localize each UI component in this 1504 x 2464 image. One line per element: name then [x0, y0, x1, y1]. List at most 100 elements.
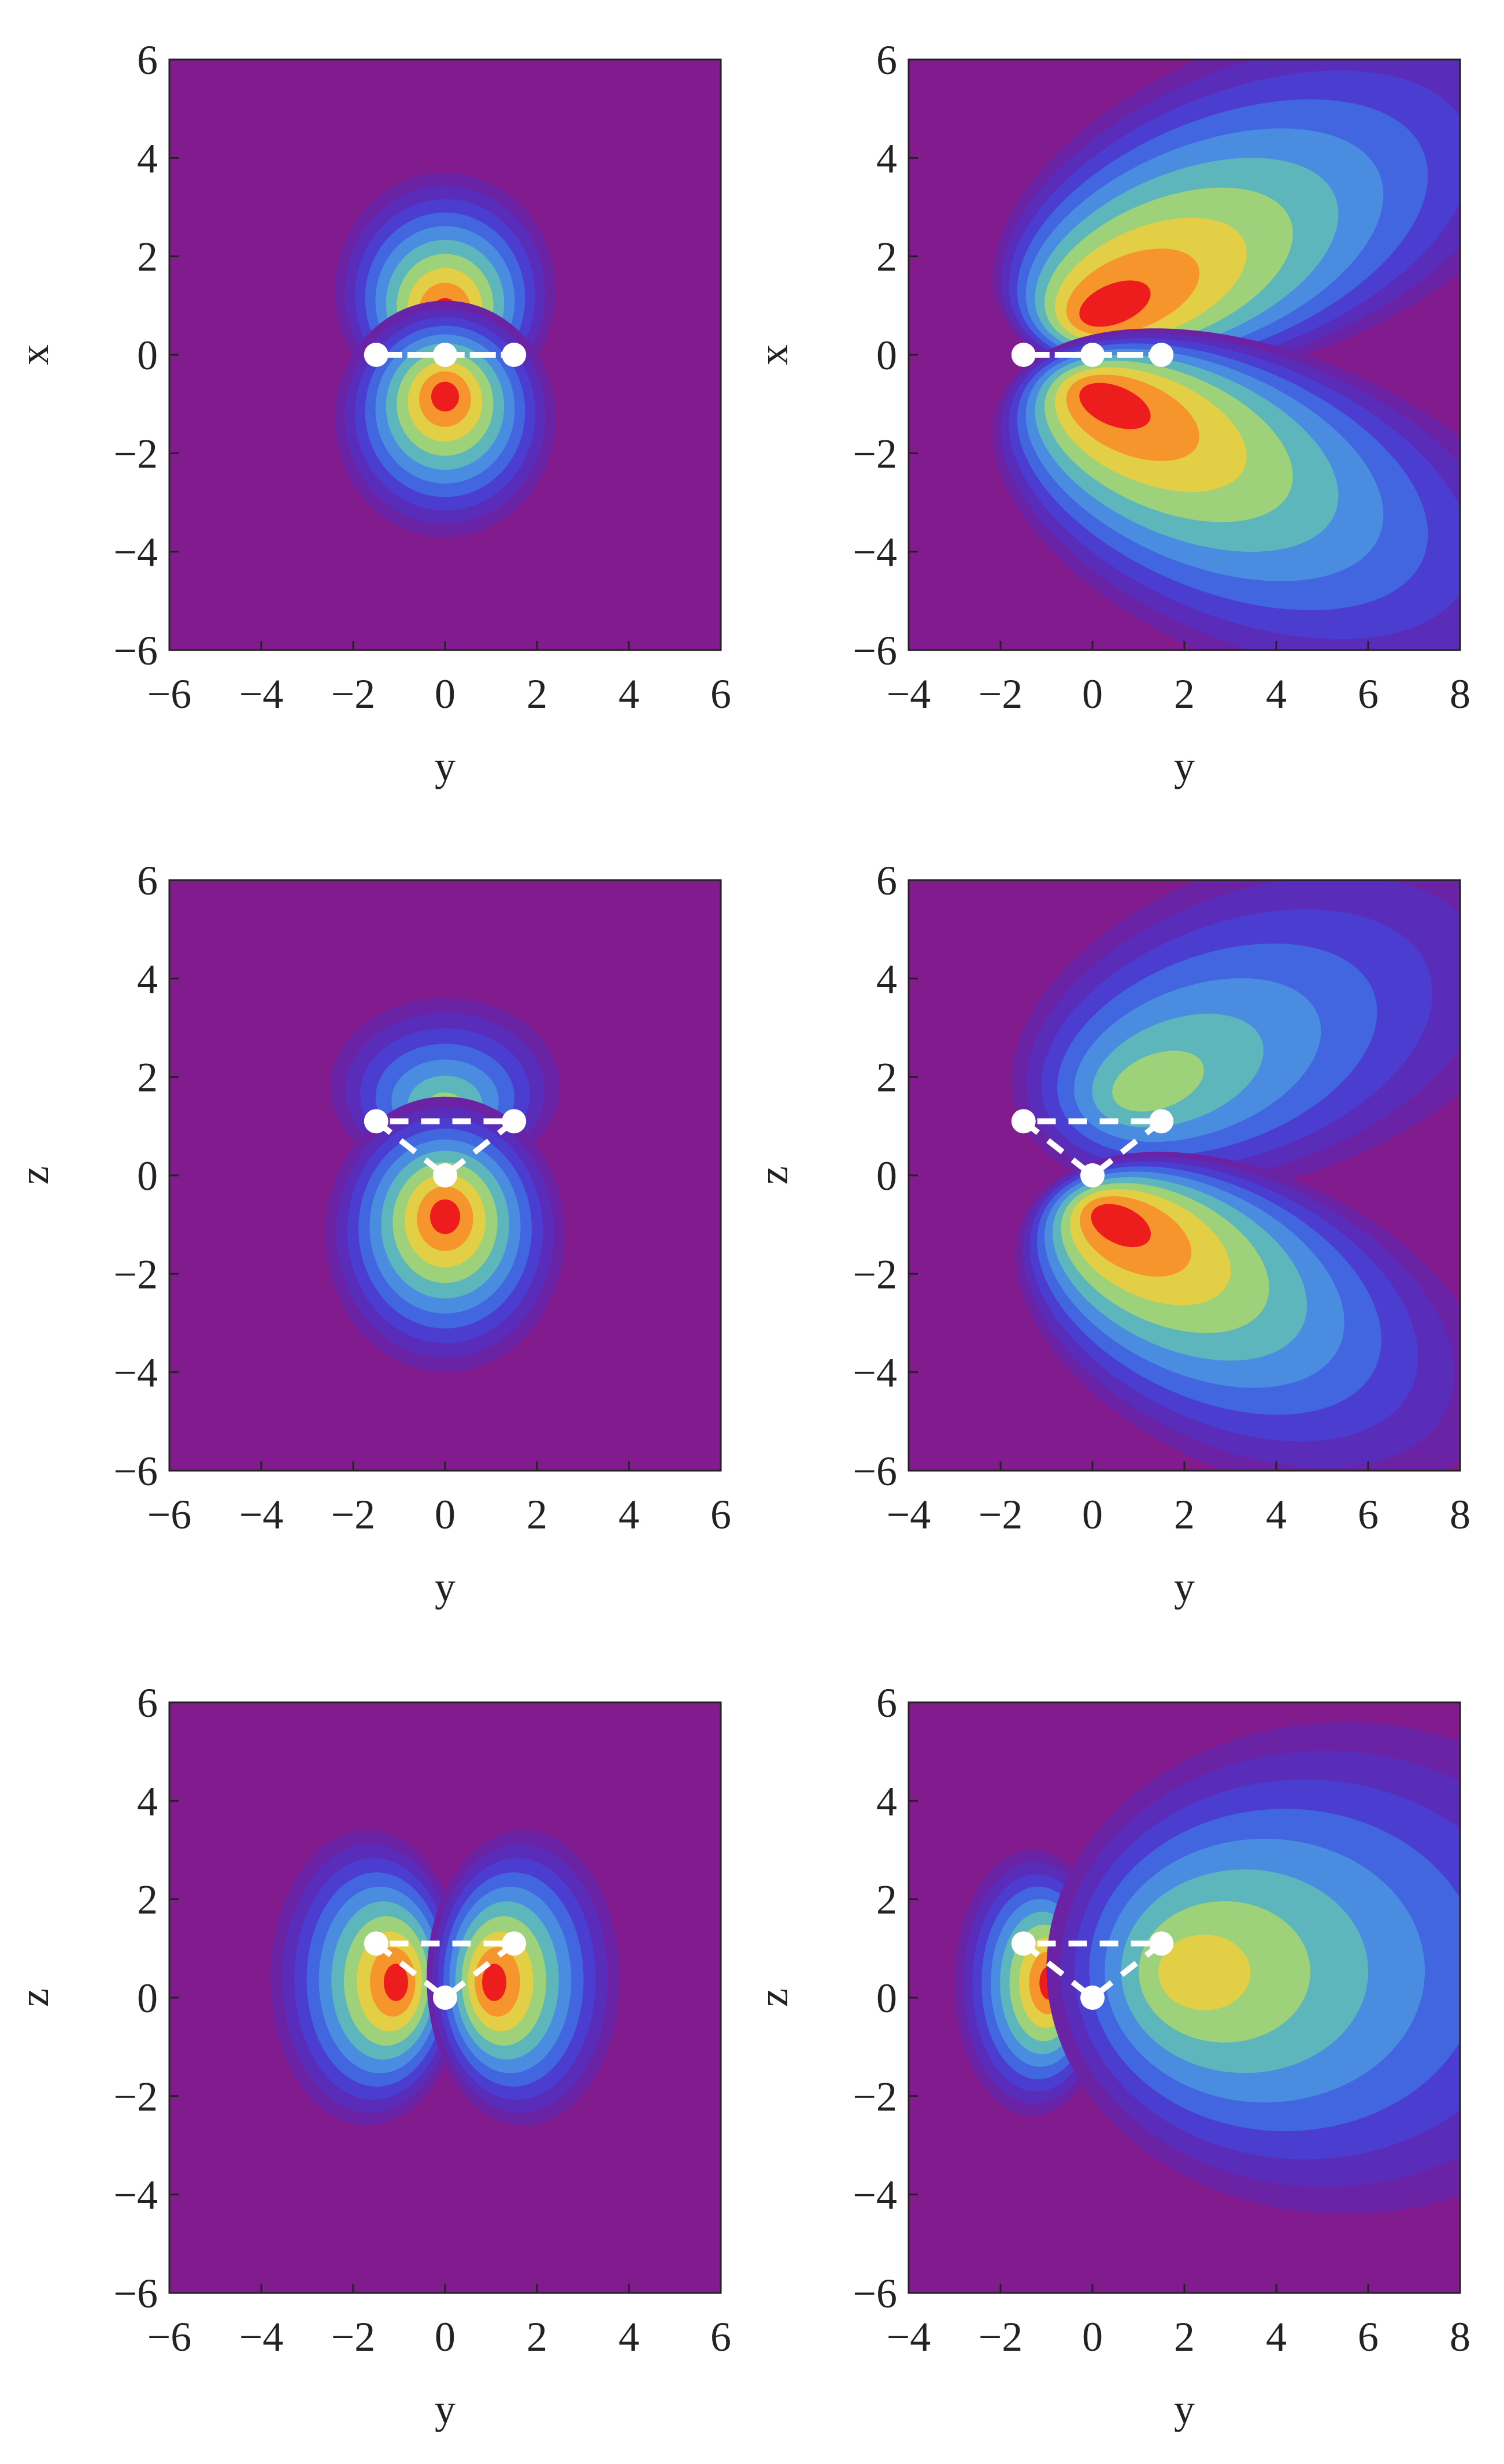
y-tick-label: −2	[853, 1251, 897, 1297]
panel: −6 −4 −2 0 2 4 6 −6 −4 −2 0 2 4 6 y z	[11, 1680, 731, 2432]
atom-marker	[1011, 343, 1036, 367]
x-tick-label: 2	[1174, 671, 1195, 717]
y-tick-label: −2	[113, 1251, 158, 1297]
x-axis-label: y	[1174, 2386, 1195, 2432]
x-tick-label: 4	[618, 671, 639, 717]
x-tick-label: −4	[887, 671, 931, 717]
atom-marker	[433, 1163, 457, 1188]
atom-marker	[1149, 1931, 1174, 1956]
contour-plot	[909, 880, 1460, 1471]
panel: −6 −4 −2 0 2 4 6 −6 −4 −2 0 2 4 6 y z	[11, 858, 731, 1610]
y-tick-label: −2	[113, 431, 158, 477]
y-tick-label: −4	[853, 2172, 897, 2218]
y-tick-label: 0	[876, 1975, 897, 2021]
x-tick-label: 2	[1174, 1491, 1195, 1538]
y-tick-label: 2	[876, 1055, 897, 1101]
x-tick-label: −2	[331, 1491, 376, 1538]
x-tick-label: 4	[618, 1491, 639, 1538]
y-tick-label: 4	[876, 135, 897, 181]
x-tick-label: 4	[1266, 671, 1287, 717]
x-axis-label: y	[435, 743, 455, 789]
x-tick-label: −2	[979, 2314, 1023, 2360]
x-axis-label: y	[435, 2386, 455, 2432]
y-tick-label: 4	[137, 135, 158, 181]
y-tick-label: −6	[113, 1448, 158, 1494]
y-tick-label: 2	[137, 234, 158, 280]
y-tick-label: 0	[137, 332, 158, 378]
y-tick-label: −6	[853, 2270, 897, 2317]
x-tick-label: −2	[979, 671, 1023, 717]
contour-level	[1079, 383, 1151, 429]
y-tick-label: −2	[113, 2073, 158, 2120]
atom-marker	[1149, 1109, 1174, 1134]
y-axis-label: z	[750, 1988, 797, 2007]
y-tick-label: 4	[137, 956, 158, 1002]
y-tick-label: −4	[113, 529, 158, 576]
y-tick-label: 4	[137, 1778, 158, 1824]
y-tick-label: 6	[137, 37, 158, 83]
x-axis-label: y	[435, 1564, 455, 1610]
contour-level	[1091, 1204, 1151, 1248]
atom-marker	[1011, 1109, 1036, 1134]
x-tick-label: −4	[887, 2314, 931, 2360]
y-tick-label: 2	[137, 1055, 158, 1101]
y-tick-label: 0	[876, 1153, 897, 1199]
x-tick-label: 0	[1082, 671, 1103, 717]
contour-plot	[909, 1702, 1460, 2293]
y-tick-label: 6	[876, 1680, 897, 1726]
y-tick-label: −6	[113, 628, 158, 674]
x-axis-label: y	[1174, 1564, 1195, 1610]
x-tick-label: 2	[527, 2314, 547, 2360]
x-tick-label: 6	[1358, 671, 1379, 717]
bond-line	[368, 1940, 523, 2002]
x-tick-label: 6	[1358, 2314, 1379, 2360]
x-tick-label: −6	[147, 671, 192, 717]
atom-marker	[364, 1931, 388, 1956]
y-tick-label: 0	[876, 332, 897, 378]
y-tick-label: 4	[876, 956, 897, 1002]
x-tick-label: 0	[435, 1491, 455, 1538]
contour-level	[1079, 280, 1151, 327]
x-tick-label: 0	[435, 671, 455, 717]
atom-marker	[364, 343, 388, 367]
x-tick-label: 8	[1450, 1491, 1470, 1538]
contour-plot	[169, 60, 721, 650]
panel: −6 −4 −2 0 2 4 6 −6 −4 −2 0 2 4 6 y x	[11, 37, 731, 789]
y-tick-label: 6	[137, 858, 158, 904]
y-tick-label: 6	[137, 1680, 158, 1726]
x-tick-label: 6	[710, 2314, 731, 2360]
y-tick-label: −6	[113, 2270, 158, 2317]
x-tick-label: −4	[239, 671, 284, 717]
atom-marker	[433, 343, 457, 367]
y-tick-label: 0	[137, 1975, 158, 2021]
x-tick-label: 6	[1358, 1491, 1379, 1538]
y-tick-label: 6	[876, 858, 897, 904]
x-tick-label: 0	[435, 2314, 455, 2360]
x-tick-label: 4	[1266, 1491, 1287, 1538]
atom-marker	[1080, 1163, 1105, 1188]
contour-plot	[909, 60, 1460, 650]
contour-level	[383, 1964, 408, 2001]
y-tick-label: −4	[853, 529, 897, 576]
y-axis-label: x	[750, 344, 797, 365]
atom-marker	[502, 343, 527, 367]
bond-line	[1015, 1118, 1170, 1179]
x-tick-label: −4	[239, 1491, 284, 1538]
y-tick-label: −4	[113, 2172, 158, 2218]
x-tick-label: −4	[887, 1491, 931, 1538]
x-tick-label: −2	[979, 1491, 1023, 1538]
y-tick-label: 2	[876, 234, 897, 280]
x-tick-label: −2	[331, 2314, 376, 2360]
y-tick-label: 2	[137, 1877, 158, 1923]
contour-level	[482, 1964, 507, 2001]
y-tick-label: −4	[113, 1350, 158, 1396]
y-axis-label: z	[750, 1166, 797, 1185]
contour-level	[1112, 1051, 1205, 1112]
contour-level	[1158, 1934, 1251, 2010]
atom-marker	[433, 1986, 457, 2010]
x-tick-label: 2	[527, 671, 547, 717]
